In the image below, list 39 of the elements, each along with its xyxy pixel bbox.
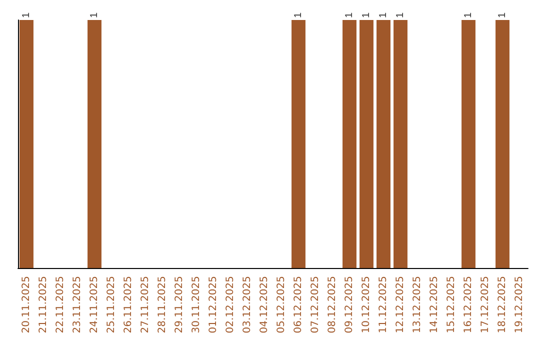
x-tick-label: 14.12.2025 bbox=[429, 276, 440, 334]
x-tick-label: 23.11.2025 bbox=[72, 276, 83, 334]
x-tick-label: 03.12.2025 bbox=[242, 276, 253, 334]
x-tick-label: 07.12.2025 bbox=[310, 276, 321, 334]
data-label: 1 bbox=[89, 12, 100, 18]
x-tick-label: 18.12.2025 bbox=[497, 276, 508, 334]
x-tick-label: 10.12.2025 bbox=[361, 276, 372, 334]
x-tick-label: 30.11.2025 bbox=[191, 276, 202, 334]
data-label: 1 bbox=[344, 12, 355, 18]
x-tick-label: 01.12.2025 bbox=[208, 276, 219, 334]
x-tick-label: 05.12.2025 bbox=[276, 276, 287, 334]
x-tick-label: 24.11.2025 bbox=[89, 276, 100, 334]
x-tick-label: 16.12.2025 bbox=[463, 276, 474, 334]
data-label: 1 bbox=[395, 12, 406, 18]
data-label: 1 bbox=[21, 12, 32, 18]
x-tick-label: 08.12.2025 bbox=[327, 276, 338, 334]
x-tick-label: 17.12.2025 bbox=[480, 276, 491, 334]
x-tick-label: 12.12.2025 bbox=[395, 276, 406, 334]
x-tick-label: 29.11.2025 bbox=[174, 276, 185, 334]
x-tick-label: 06.12.2025 bbox=[293, 276, 304, 334]
x-tick-label: 13.12.2025 bbox=[412, 276, 423, 334]
data-label: 1 bbox=[463, 12, 474, 18]
x-tick-label: 26.11.2025 bbox=[123, 276, 134, 334]
x-tick-label: 19.12.2025 bbox=[514, 276, 525, 334]
x-tick-label: 11.12.2025 bbox=[378, 276, 389, 334]
data-label: 1 bbox=[361, 12, 372, 18]
x-tick-label: 27.11.2025 bbox=[140, 276, 151, 334]
x-tick-label: 22.11.2025 bbox=[55, 276, 66, 334]
x-tick-label: 04.12.2025 bbox=[259, 276, 270, 334]
data-label: 1 bbox=[378, 12, 389, 18]
x-tick-label: 15.12.2025 bbox=[446, 276, 457, 334]
x-tick-label: 21.11.2025 bbox=[38, 276, 49, 334]
x-tick-label: 25.11.2025 bbox=[106, 276, 117, 334]
data-label: 1 bbox=[497, 12, 508, 18]
x-tick-label: 02.12.2025 bbox=[225, 276, 236, 334]
x-tick-label: 09.12.2025 bbox=[344, 276, 355, 334]
x-tick-label: 20.11.2025 bbox=[21, 276, 32, 334]
data-label: 1 bbox=[293, 12, 304, 18]
x-tick-label: 28.11.2025 bbox=[157, 276, 168, 334]
